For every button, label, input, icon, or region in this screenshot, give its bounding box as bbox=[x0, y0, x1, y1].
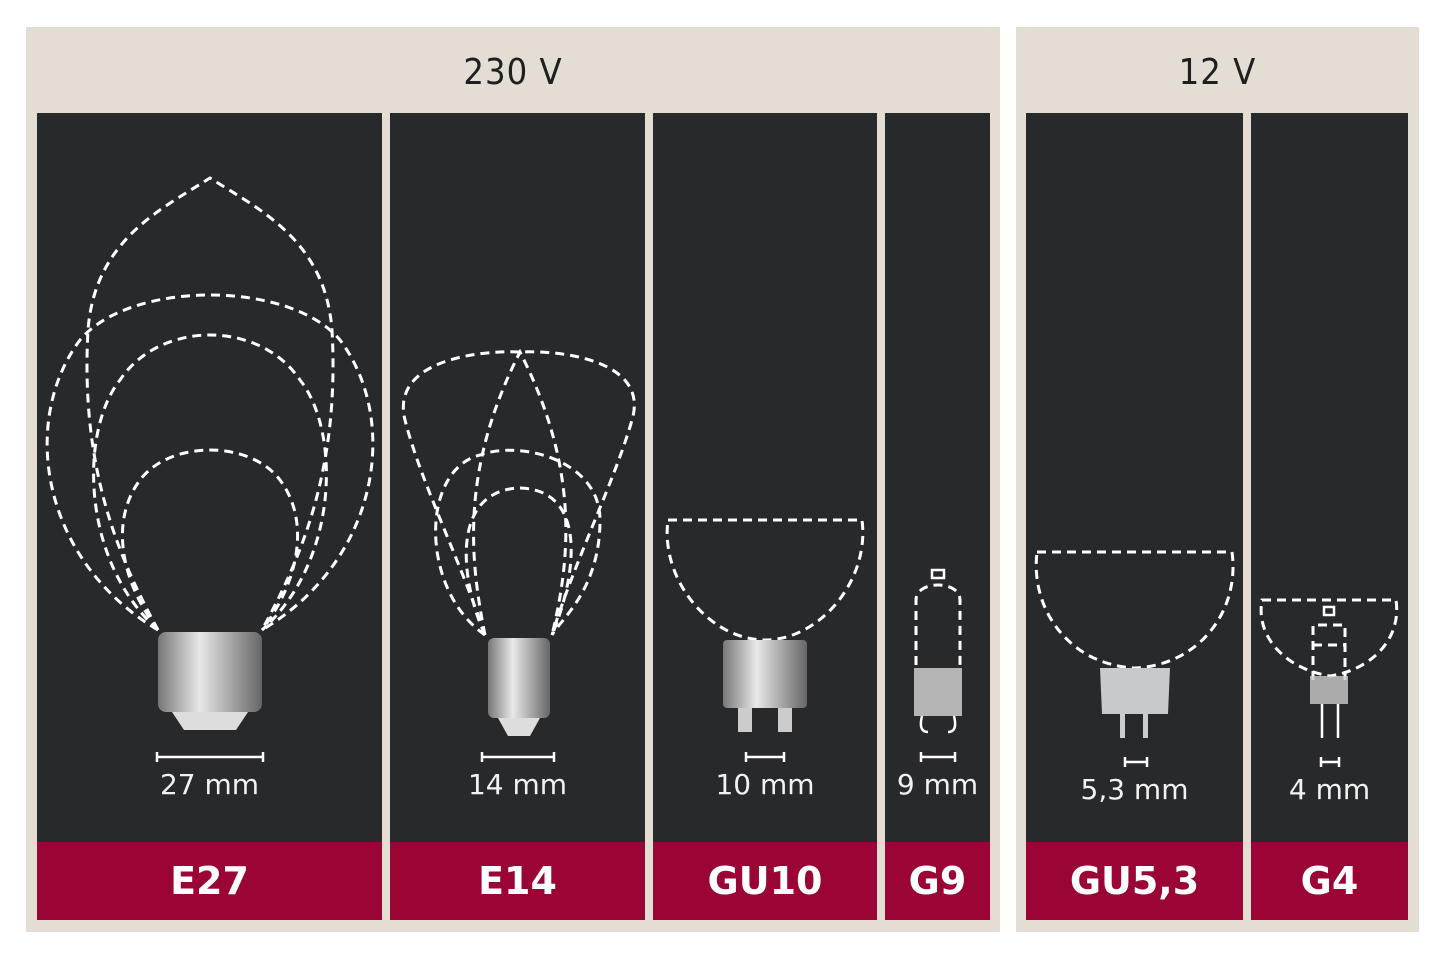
voltage-title-12v: 12 V bbox=[1178, 52, 1257, 93]
socket-label: G4 bbox=[1251, 842, 1408, 920]
socket-column-g4: 4 mm G4 bbox=[1251, 113, 1408, 920]
gu53-pin-right bbox=[1143, 714, 1148, 738]
socket-label: GU5,3 bbox=[1026, 842, 1243, 920]
g4-reflector-outline bbox=[1259, 598, 1399, 678]
socket-column-gu10: 10 mm GU10 bbox=[653, 113, 877, 920]
e27-dimension-bar bbox=[155, 752, 265, 762]
g4-tip bbox=[1322, 605, 1336, 617]
pin-spacing-label: 5,3 mm bbox=[1080, 773, 1189, 806]
socket-label: E14 bbox=[390, 842, 645, 920]
g9-bulb-outline bbox=[914, 583, 962, 665]
e27-bulb-outlines bbox=[45, 176, 375, 632]
pin-spacing-label: 14 mm bbox=[467, 768, 568, 801]
gu10-pin-left bbox=[738, 708, 752, 732]
gu10-base bbox=[723, 640, 807, 708]
socket-column-gu53: 5,3 mm GU5,3 bbox=[1026, 113, 1243, 920]
gu53-dimension-bar bbox=[1123, 757, 1149, 767]
gu53-base bbox=[1100, 668, 1170, 714]
socket-label: E27 bbox=[37, 842, 382, 920]
gu53-bulb-outline bbox=[1034, 550, 1235, 670]
socket-column-e27: 27 mm E27 bbox=[37, 113, 382, 920]
pin-spacing-label: 10 mm bbox=[715, 768, 815, 801]
e27-base-tip bbox=[172, 712, 248, 730]
g9-dimension-bar bbox=[919, 752, 957, 762]
g4-capsule-outline bbox=[1311, 623, 1347, 680]
e14-bulb-outlines bbox=[401, 348, 636, 637]
gu10-bulb-outline bbox=[665, 518, 865, 642]
socket-column-g9: 9 mm G9 bbox=[885, 113, 990, 920]
voltage-title-230v: 230 V bbox=[463, 52, 563, 93]
pin-spacing-label: 27 mm bbox=[159, 768, 260, 801]
g9-tip bbox=[930, 568, 946, 580]
pin-spacing-label: 9 mm bbox=[896, 768, 979, 801]
pin-spacing-label: 4 mm bbox=[1288, 773, 1371, 806]
socket-label: GU10 bbox=[653, 842, 877, 920]
g9-pins bbox=[919, 715, 957, 734]
g4-pins bbox=[1320, 704, 1340, 738]
gu10-dimension-bar bbox=[744, 752, 786, 762]
g4-dimension-bar bbox=[1319, 757, 1341, 767]
e14-base-tip bbox=[498, 718, 540, 736]
socket-label: G9 bbox=[885, 842, 990, 920]
e27-screw-base bbox=[158, 632, 262, 712]
gu53-pin-left bbox=[1120, 714, 1125, 738]
e14-dimension-bar bbox=[480, 752, 556, 762]
gu10-pin-right bbox=[778, 708, 792, 732]
socket-column-e14: 14 mm E14 bbox=[390, 113, 645, 920]
g4-capsule-base bbox=[1310, 676, 1348, 704]
e14-screw-base bbox=[488, 638, 550, 718]
g9-capsule-base bbox=[914, 668, 962, 716]
